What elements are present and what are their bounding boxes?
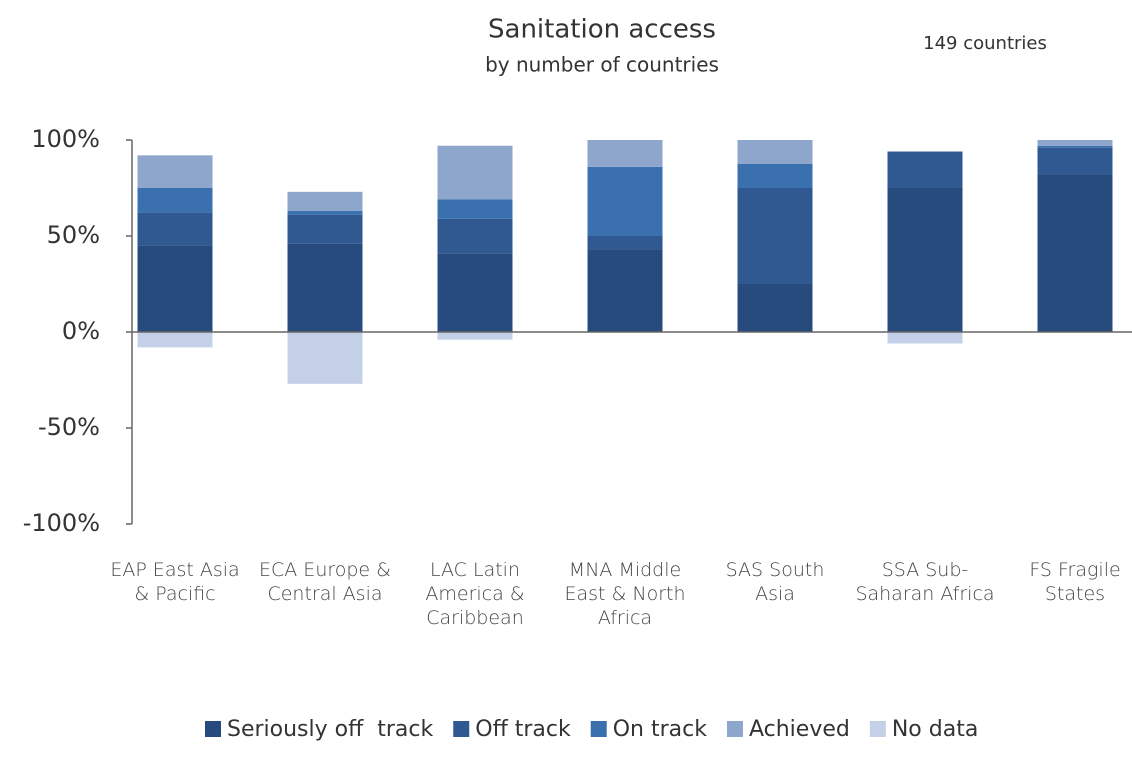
legend-label: Seriously off track — [227, 717, 433, 742]
bar-segment — [137, 212, 213, 246]
bar-segment — [437, 332, 513, 340]
chart-subtitle: by number of countries — [485, 53, 719, 77]
legend-swatch — [869, 721, 886, 737]
x-tick-label: LAC Latin America & Caribbean — [425, 559, 525, 629]
legend-label: On track — [613, 717, 708, 742]
bar-segment — [437, 218, 513, 254]
bar-segment — [1037, 147, 1113, 175]
bar-segment — [287, 332, 363, 384]
legend-label: Off track — [475, 717, 571, 742]
bar-segment — [1037, 145, 1113, 148]
y-tick-label: -50% — [38, 413, 100, 441]
bar-segment — [887, 151, 963, 188]
bar-segment — [437, 199, 513, 219]
legend-swatch — [590, 721, 607, 737]
bar-segment — [287, 243, 363, 332]
legend-label: Achieved — [749, 717, 850, 742]
bar-segment — [287, 214, 363, 244]
bar-segment — [137, 332, 213, 348]
legend-swatch — [205, 721, 221, 737]
y-tick-label: 100% — [31, 125, 100, 153]
x-tick-label: ECA Europe & Central Asia — [259, 559, 391, 605]
x-tick-label: FS Fragile States — [1029, 559, 1121, 605]
legend-label: No data — [892, 717, 978, 742]
bar-segment — [137, 188, 213, 213]
bar-segment — [587, 166, 663, 236]
y-tick-label: 0% — [62, 317, 100, 345]
bar-segment — [737, 140, 813, 164]
bar-segment — [1037, 140, 1113, 146]
x-tick-label: SAS South Asia — [725, 559, 825, 605]
bar-segment — [887, 332, 963, 344]
x-tick-label: MNA Middle East & North Africa — [564, 559, 686, 629]
legend-swatch — [453, 721, 470, 737]
x-tick-label: SSA Sub-Saharan Africa — [855, 559, 995, 605]
bar-segment — [137, 155, 213, 188]
y-tick-label: -100% — [23, 509, 100, 537]
annotation: 149 countries — [923, 33, 1047, 54]
bar-segment — [437, 145, 513, 200]
legend-swatch — [726, 721, 743, 737]
chart-title: Sanitation access — [488, 15, 716, 45]
bar-segment — [137, 245, 213, 332]
bar-segment — [287, 211, 363, 215]
bar-segment — [737, 164, 813, 188]
bar-segment — [587, 249, 663, 332]
y-tick-label: 50% — [47, 221, 100, 249]
bar-segment — [437, 253, 513, 332]
bar-segment — [887, 188, 963, 332]
x-tick-label: EAP East Asia & Pacific — [110, 559, 240, 605]
bar-segment — [587, 140, 663, 167]
bar-segment — [1037, 174, 1113, 332]
bar-segment — [737, 188, 813, 284]
bar-segment — [287, 191, 363, 212]
bar-segment — [737, 284, 813, 332]
bar-segment — [587, 236, 663, 250]
